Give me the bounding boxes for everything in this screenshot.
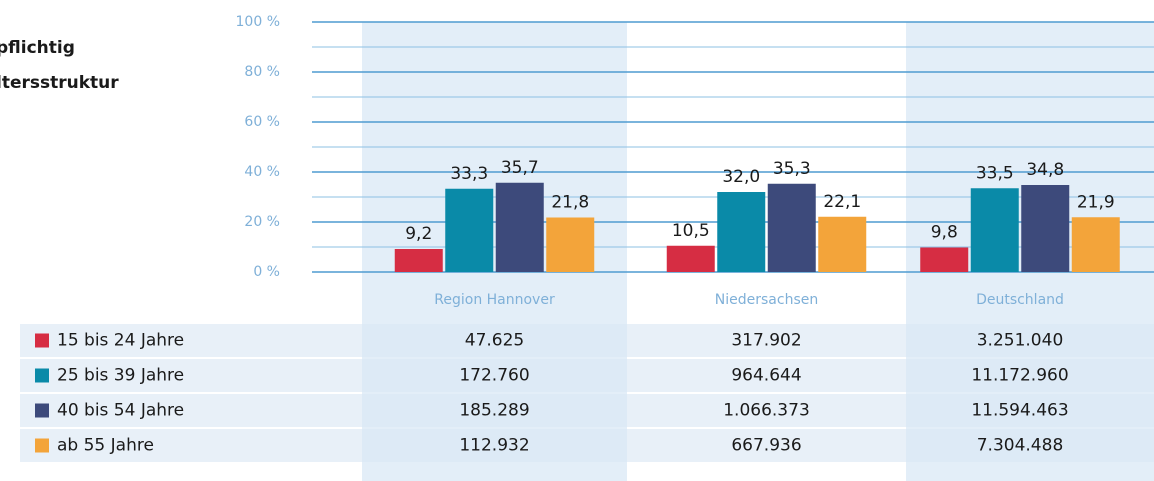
y-tick-label: 0 % <box>253 264 280 280</box>
table-cell: 47.625 <box>465 331 524 351</box>
data-label: 33,3 <box>450 164 488 184</box>
table-cell: 112.932 <box>459 436 529 456</box>
y-tick-label: 20 % <box>244 214 280 230</box>
bar <box>767 183 816 272</box>
legend-label: ab 55 Jahre <box>57 436 154 456</box>
table-cell: 1.066.373 <box>723 401 810 421</box>
bar <box>717 192 766 272</box>
chart-title: ltersstruktur <box>0 73 119 93</box>
table-cell: 172.760 <box>459 366 529 386</box>
data-label: 35,3 <box>773 159 811 179</box>
bar <box>1021 185 1070 272</box>
legend-swatch <box>35 333 49 348</box>
table-cell: 964.644 <box>731 366 801 386</box>
y-tick-label: 40 % <box>244 164 280 180</box>
bar <box>920 247 969 272</box>
data-label: 9,2 <box>405 224 432 244</box>
data-label: 35,7 <box>501 158 539 178</box>
data-label: 21,8 <box>551 193 589 213</box>
bar <box>970 188 1019 272</box>
bar <box>495 182 544 272</box>
table-cell: 3.251.040 <box>977 331 1064 351</box>
y-tick-label: 80 % <box>244 64 280 80</box>
legend-label: 40 bis 54 Jahre <box>57 401 184 421</box>
legend-label: 15 bis 24 Jahre <box>57 331 184 351</box>
bar <box>666 245 715 272</box>
bar <box>1071 217 1120 272</box>
table-cell: 185.289 <box>459 401 529 421</box>
data-label: 9,8 <box>931 223 958 243</box>
table-cell: 317.902 <box>731 331 801 351</box>
bar <box>445 188 494 272</box>
data-label: 32,0 <box>722 167 760 187</box>
data-label: 34,8 <box>1026 160 1064 180</box>
legend-swatch <box>35 403 49 418</box>
y-tick-label: 60 % <box>244 114 280 130</box>
legend-label: 25 bis 39 Jahre <box>57 366 184 386</box>
table-cell: 667.936 <box>731 436 801 456</box>
bar <box>394 249 443 272</box>
table-cell: 11.594.463 <box>971 401 1068 421</box>
data-label: 22,1 <box>823 192 861 212</box>
x-tick-label: Region Hannover <box>434 292 555 308</box>
data-label: 10,5 <box>672 221 710 241</box>
x-tick-label: Niedersachsen <box>715 292 818 308</box>
data-label: 21,9 <box>1077 192 1115 212</box>
table-cell: 11.172.960 <box>971 366 1068 386</box>
bar <box>818 216 867 272</box>
legend-swatch <box>35 438 49 453</box>
table-cell: 7.304.488 <box>977 436 1064 456</box>
bar <box>546 217 595 272</box>
x-tick-label: Deutschland <box>976 292 1064 308</box>
data-label: 33,5 <box>976 163 1014 183</box>
chart-title: pflichtig <box>0 38 75 58</box>
y-tick-label: 100 % <box>236 14 280 30</box>
legend-swatch <box>35 368 49 383</box>
